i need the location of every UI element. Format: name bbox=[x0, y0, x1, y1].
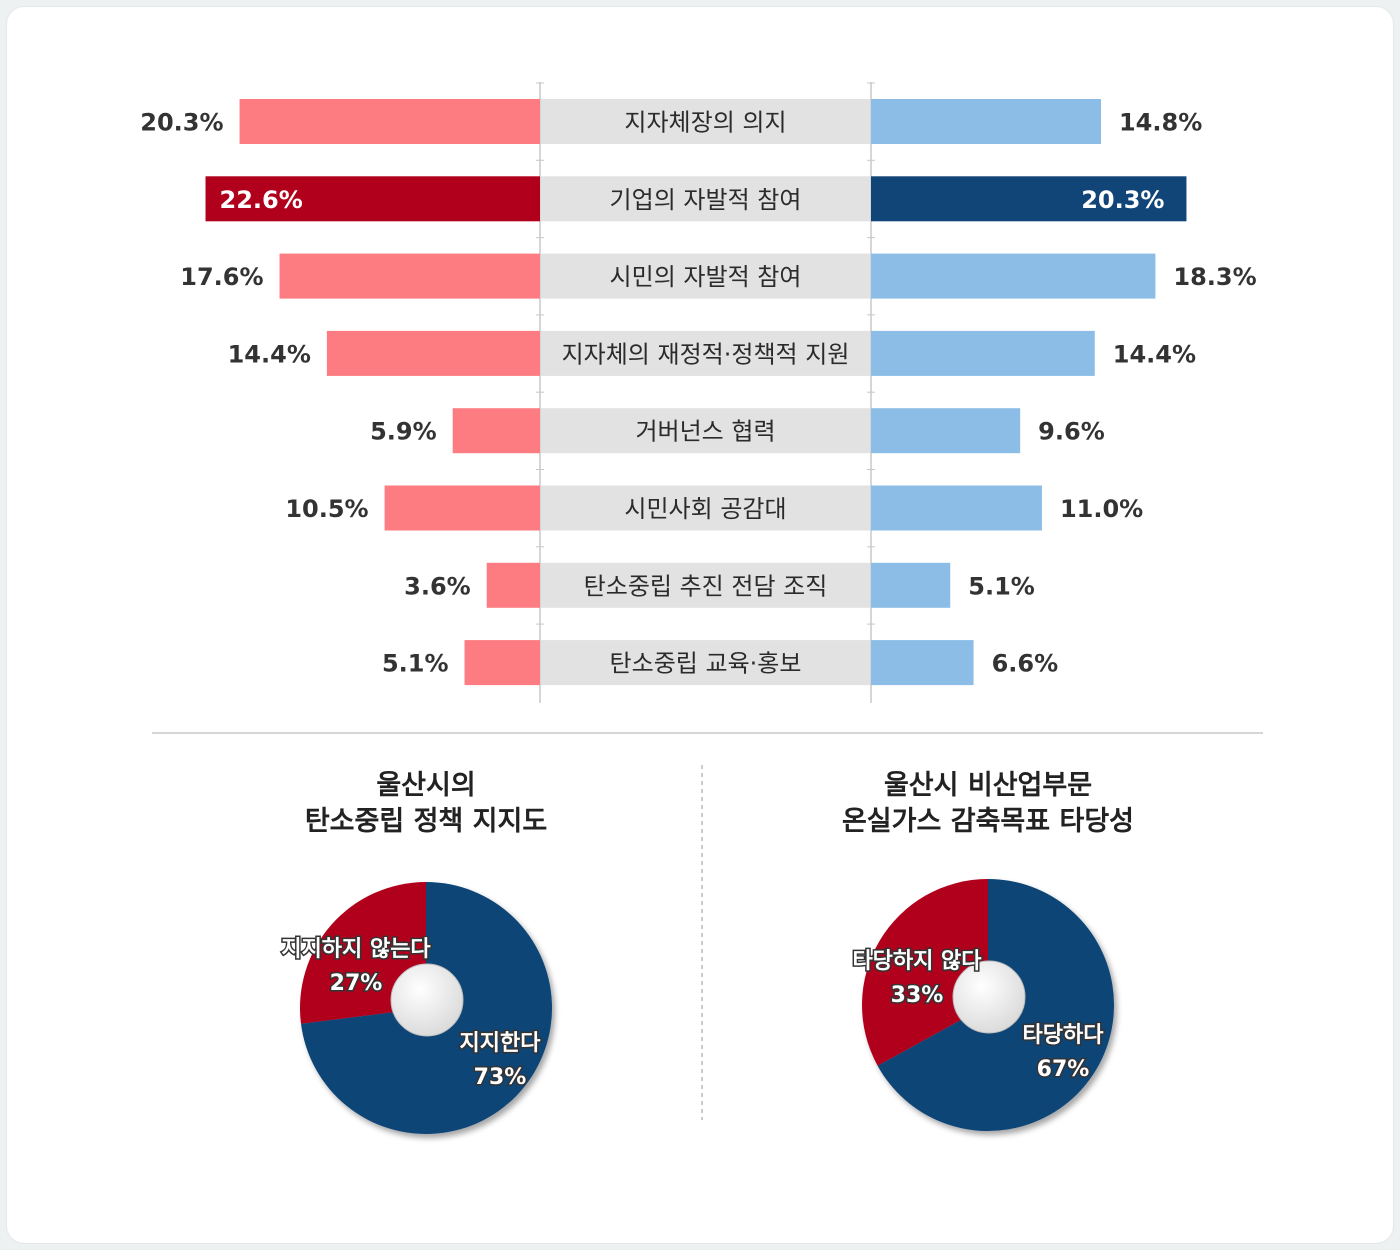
right-bar bbox=[871, 176, 1187, 222]
right-value-label: 9.6% bbox=[1038, 418, 1105, 446]
left-bar bbox=[326, 330, 540, 376]
slice-value-label: 67% bbox=[1037, 1057, 1090, 1082]
right-value-label: 18.3% bbox=[1173, 263, 1256, 291]
category-band bbox=[541, 253, 870, 299]
slice-label: 타당하다 bbox=[1023, 1023, 1105, 1048]
left-bar bbox=[239, 99, 540, 144]
left-value-label: 5.1% bbox=[382, 650, 449, 678]
slice-value-label: 73% bbox=[474, 1065, 527, 1090]
pie-title: 울산시 비산업부문 bbox=[884, 770, 1092, 801]
left-value-label: 20.3% bbox=[140, 109, 223, 137]
category-label: 시민사회 공감대 bbox=[624, 495, 786, 523]
left-value-label: 17.6% bbox=[180, 263, 263, 291]
right-bar bbox=[871, 330, 1095, 376]
category-band bbox=[541, 640, 870, 686]
right-value-label: 20.3% bbox=[1081, 186, 1164, 214]
right-value-label: 6.6% bbox=[992, 650, 1059, 678]
right-bar bbox=[871, 485, 1042, 531]
slice-label: 타당하지 않다 bbox=[852, 949, 982, 974]
left-bar bbox=[205, 176, 540, 222]
slice-label: 지지한다 bbox=[460, 1031, 542, 1056]
right-bar bbox=[871, 640, 974, 686]
right-value-label: 11.0% bbox=[1060, 495, 1143, 523]
category-label: 지자체의 재정적·정책적 지원 bbox=[562, 340, 850, 368]
donut-hole bbox=[952, 960, 1026, 1034]
left-value-label: 5.9% bbox=[370, 418, 437, 446]
right-bar bbox=[871, 253, 1156, 299]
category-label: 거버넌스 협력 bbox=[635, 418, 775, 446]
pie-title: 탄소중립 정책 지지도 bbox=[305, 806, 547, 837]
pie-title: 온실가스 감축목표 타당성 bbox=[842, 806, 1134, 837]
category-label: 탄소중립 추진 전담 조직 bbox=[584, 572, 828, 600]
left-bar bbox=[452, 408, 540, 454]
left-value-label: 10.5% bbox=[285, 495, 368, 523]
category-label: 지자체장의 의지 bbox=[624, 109, 786, 137]
right-bar bbox=[871, 562, 951, 608]
donut-slice bbox=[862, 879, 988, 1066]
right-value-label: 5.1% bbox=[968, 572, 1035, 600]
category-label: 탄소중립 교육·홍보 bbox=[610, 650, 802, 678]
right-bar bbox=[871, 99, 1101, 144]
category-band bbox=[541, 408, 870, 454]
category-label: 시민의 자발적 참여 bbox=[610, 263, 802, 291]
category-band bbox=[541, 562, 870, 608]
pie-title: 울산시의 bbox=[376, 770, 475, 801]
category-band bbox=[541, 330, 870, 376]
category-band bbox=[541, 99, 870, 144]
slice-value-label: 33% bbox=[891, 983, 944, 1008]
left-bar bbox=[279, 253, 540, 299]
slice-value-label: 27% bbox=[330, 971, 383, 996]
left-bar bbox=[464, 640, 540, 686]
left-value-label: 14.4% bbox=[228, 340, 311, 368]
donut-hole bbox=[390, 963, 464, 1037]
category-label: 기업의 자발적 참여 bbox=[610, 186, 802, 214]
right-value-label: 14.8% bbox=[1119, 109, 1202, 137]
slice-label: 지지하지 않는다 bbox=[281, 937, 431, 962]
category-band bbox=[541, 176, 870, 222]
category-band bbox=[541, 485, 870, 531]
right-value-label: 14.4% bbox=[1113, 340, 1196, 368]
left-bar bbox=[384, 485, 540, 531]
left-value-label: 3.6% bbox=[404, 572, 471, 600]
right-bar bbox=[871, 408, 1021, 454]
left-bar bbox=[486, 562, 540, 608]
left-value-label: 22.6% bbox=[220, 186, 303, 214]
